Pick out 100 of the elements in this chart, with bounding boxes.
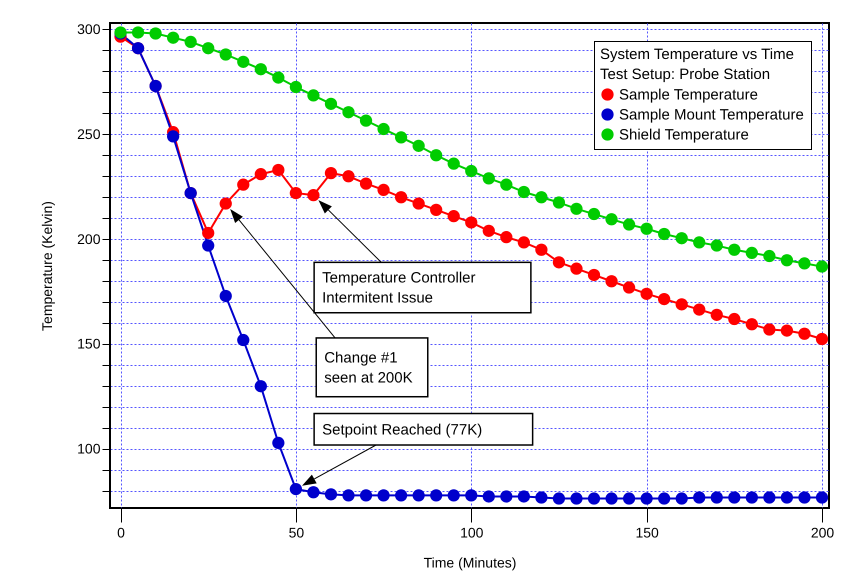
point xyxy=(552,492,566,505)
point xyxy=(202,226,214,240)
point xyxy=(394,489,408,502)
point xyxy=(640,222,653,235)
point xyxy=(237,56,250,68)
point xyxy=(693,236,706,249)
point xyxy=(500,178,512,191)
point xyxy=(184,36,197,48)
point xyxy=(500,490,512,503)
point xyxy=(290,482,302,496)
point xyxy=(448,489,460,502)
point xyxy=(746,491,758,504)
point xyxy=(254,63,267,76)
x-tick-label: 200 xyxy=(810,524,834,540)
y-tick-label: 200 xyxy=(77,230,101,247)
point xyxy=(693,303,706,316)
y-tick-label: 100 xyxy=(77,440,101,457)
point xyxy=(693,491,706,504)
point xyxy=(535,191,548,204)
point xyxy=(377,122,390,136)
point xyxy=(220,48,232,61)
point xyxy=(202,239,214,252)
point xyxy=(622,492,636,505)
point xyxy=(448,158,460,170)
y-tick-label: 300 xyxy=(77,20,101,37)
point xyxy=(622,281,636,294)
point xyxy=(167,130,180,142)
legend-label: Shield Temperature xyxy=(619,126,749,144)
legend-label: Sample Temperature xyxy=(619,86,758,104)
point xyxy=(237,178,250,191)
point xyxy=(780,491,794,504)
point xyxy=(763,323,776,336)
point xyxy=(500,231,512,244)
x-tick-label: 0 xyxy=(117,524,126,540)
point xyxy=(816,491,828,504)
point xyxy=(605,275,618,288)
point xyxy=(780,254,794,266)
point xyxy=(658,292,670,306)
point xyxy=(570,262,583,275)
point xyxy=(518,490,530,503)
point xyxy=(763,491,776,504)
point xyxy=(360,114,372,127)
point xyxy=(254,380,267,392)
point xyxy=(552,256,566,268)
point xyxy=(430,149,442,162)
point xyxy=(430,204,442,216)
point xyxy=(746,246,758,260)
y-tick-label: 150 xyxy=(77,336,101,352)
point xyxy=(710,308,723,321)
point xyxy=(798,328,811,340)
x-axis-title: Time (Minutes) xyxy=(424,554,516,570)
point xyxy=(324,98,338,110)
point xyxy=(676,492,688,505)
point xyxy=(570,202,583,215)
point xyxy=(570,492,583,505)
point xyxy=(816,260,828,273)
point xyxy=(798,491,811,504)
point xyxy=(676,298,688,310)
point xyxy=(272,164,284,176)
point xyxy=(377,489,390,502)
point xyxy=(605,492,618,505)
point xyxy=(535,244,548,256)
x-tick-label: 150 xyxy=(635,524,660,540)
point xyxy=(272,71,284,84)
point xyxy=(728,244,740,256)
point xyxy=(412,489,425,502)
point xyxy=(552,196,566,209)
y-tick-label: 250 xyxy=(77,126,101,142)
point xyxy=(220,197,232,210)
point xyxy=(412,140,425,152)
x-tick-label: 100 xyxy=(460,524,484,540)
point xyxy=(220,290,232,302)
point xyxy=(254,168,267,180)
point xyxy=(307,189,320,202)
point xyxy=(290,186,302,200)
point xyxy=(798,257,811,270)
point xyxy=(394,191,408,204)
point xyxy=(290,80,302,94)
point xyxy=(360,178,372,190)
annotation: Setpoint Reached (77K) xyxy=(322,421,482,438)
point xyxy=(377,184,390,196)
point xyxy=(658,228,670,240)
point xyxy=(518,236,530,249)
point xyxy=(132,26,144,39)
legend-label: Sample Mount Temperature xyxy=(619,106,804,124)
point xyxy=(676,232,688,244)
point xyxy=(465,164,478,178)
point xyxy=(518,186,530,198)
point xyxy=(448,210,460,222)
x-tick-label: 50 xyxy=(288,524,304,540)
legend-title: System Temperature vs Time Test Setup: Probe Station xyxy=(600,46,794,83)
point xyxy=(149,27,162,40)
point xyxy=(588,208,600,220)
point xyxy=(482,490,495,503)
point xyxy=(430,489,442,502)
point xyxy=(237,334,250,346)
point xyxy=(728,491,740,504)
point xyxy=(324,488,338,500)
point xyxy=(535,491,548,504)
point xyxy=(728,312,740,326)
